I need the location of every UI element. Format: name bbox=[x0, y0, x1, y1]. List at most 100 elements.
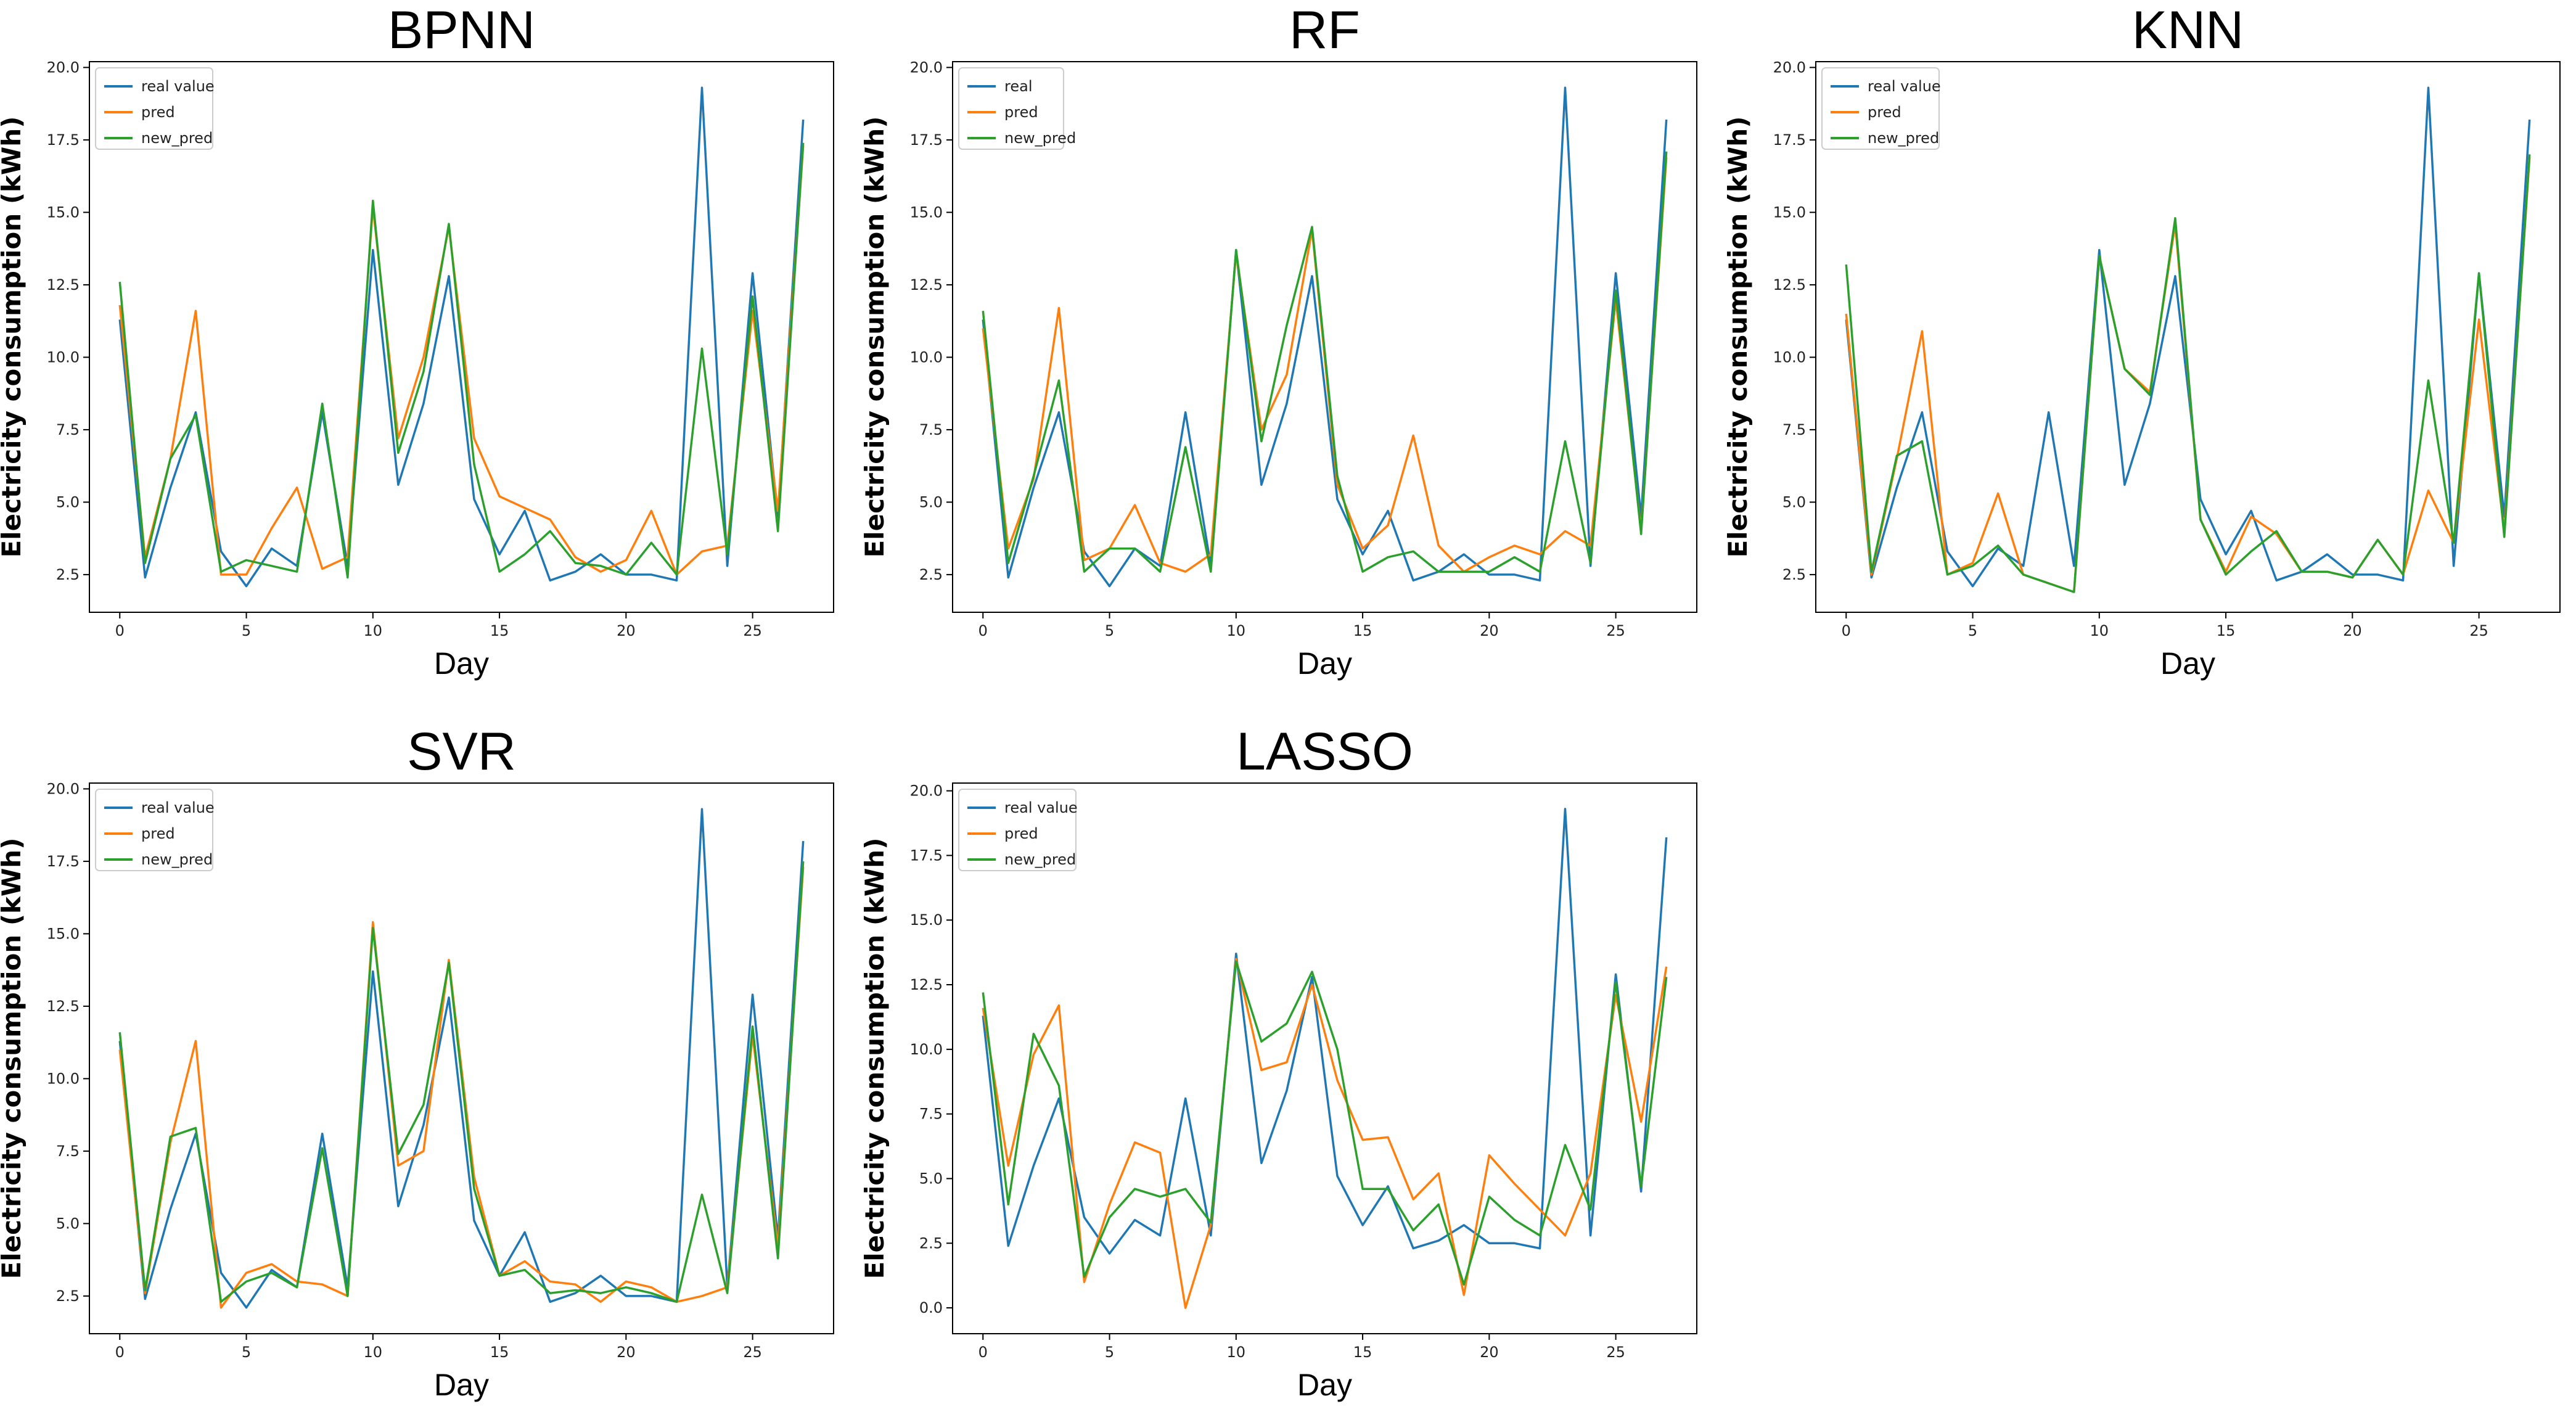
y-tick-label: 7.5 bbox=[919, 421, 943, 438]
legend-label: pred bbox=[141, 104, 175, 121]
legend-label: new_pred bbox=[1004, 129, 1076, 147]
plot-frame bbox=[89, 782, 834, 1334]
plot-frame bbox=[952, 61, 1697, 613]
y-tick-label: 5.0 bbox=[56, 1215, 80, 1232]
chart-title: RF bbox=[1289, 1, 1360, 60]
series-line-real-value bbox=[982, 808, 1668, 1255]
y-tick-label: 0.0 bbox=[919, 1299, 943, 1316]
series-line-pred bbox=[982, 157, 1668, 573]
legend-label: real bbox=[1004, 78, 1032, 95]
chart-title: LASSO bbox=[1236, 722, 1413, 781]
x-tick-label: 15 bbox=[1353, 1344, 1372, 1361]
series-line-real-value bbox=[1845, 86, 2531, 588]
y-tick-label: 2.5 bbox=[919, 566, 943, 583]
legend-label: real value bbox=[141, 78, 215, 95]
y-tick-label: 17.5 bbox=[910, 847, 943, 864]
chart-title: BPNN bbox=[388, 1, 535, 60]
y-tick-label: 15.0 bbox=[47, 203, 80, 221]
series-line-pred bbox=[118, 146, 805, 576]
chart-title: SVR bbox=[407, 722, 516, 781]
series-line-real-value bbox=[118, 808, 805, 1309]
x-tick-label: 0 bbox=[1842, 622, 1851, 639]
y-tick-label: 10.0 bbox=[1773, 348, 1806, 366]
x-tick-label: 25 bbox=[1606, 622, 1625, 639]
x-tick-label: 25 bbox=[743, 1344, 762, 1361]
plot-frame bbox=[89, 61, 834, 613]
legend-label: real value bbox=[1868, 78, 1941, 95]
y-tick-label: 10.0 bbox=[910, 1041, 943, 1058]
x-tick-label: 0 bbox=[115, 1344, 125, 1361]
y-tick-label: 15.0 bbox=[1773, 203, 1806, 221]
legend-label: new_pred bbox=[141, 851, 213, 868]
y-tick-label: 20.0 bbox=[910, 59, 943, 76]
series-line-new-pred bbox=[1845, 154, 2531, 593]
x-tick-label: 5 bbox=[1105, 622, 1114, 639]
y-tick-label: 5.0 bbox=[919, 493, 943, 511]
series-line-real bbox=[982, 86, 1668, 588]
chart-bpnn: BPNN 0 5 10 15 20 25 2.5 5.0 7.5 10.0 12.5 15.0 17.5 2… bbox=[0, 1, 834, 681]
series-line-pred bbox=[982, 958, 1668, 1309]
legend-label: new_pred bbox=[1868, 129, 1939, 147]
y-tick-label: 2.5 bbox=[56, 1287, 80, 1305]
legend-label: pred bbox=[1004, 825, 1038, 842]
y-tick-label: 2.5 bbox=[56, 566, 80, 583]
y-tick-label: 15.0 bbox=[47, 925, 80, 942]
x-tick-label: 20 bbox=[617, 622, 636, 639]
x-tick-label: 20 bbox=[1480, 1344, 1499, 1361]
x-tick-label: 5 bbox=[242, 622, 251, 639]
legend-label: real value bbox=[1004, 799, 1078, 816]
y-tick-label: 2.5 bbox=[1782, 566, 1806, 583]
x-tick-label: 15 bbox=[490, 622, 509, 639]
legend-label: new_pred bbox=[141, 129, 213, 147]
x-tick-label: 15 bbox=[1353, 622, 1372, 639]
x-tick-label: 20 bbox=[2343, 622, 2362, 639]
y-tick-label: 17.5 bbox=[47, 131, 80, 149]
chart-lasso: LASSO 0 5 10 15 20 25 0.0 2.5 5.0 7.5 10.0 12.5 15.0 1… bbox=[859, 722, 1697, 1402]
y-axis-label: Electricity consumption (kWh) bbox=[0, 117, 27, 558]
x-tick-label: 25 bbox=[1606, 1344, 1625, 1361]
x-tick-label: 0 bbox=[978, 622, 988, 639]
x-tick-label: 10 bbox=[364, 1344, 383, 1361]
x-tick-label: 20 bbox=[1480, 622, 1499, 639]
y-tick-label: 12.5 bbox=[1773, 276, 1806, 293]
y-tick-label: 17.5 bbox=[910, 131, 943, 149]
y-tick-label: 5.0 bbox=[1782, 493, 1806, 511]
x-tick-label: 0 bbox=[978, 1344, 988, 1361]
y-tick-label: 15.0 bbox=[910, 203, 943, 221]
y-tick-label: 12.5 bbox=[47, 998, 80, 1015]
y-tick-label: 7.5 bbox=[56, 1143, 80, 1160]
y-tick-label: 10.0 bbox=[47, 1070, 80, 1087]
y-tick-label: 15.0 bbox=[910, 911, 943, 929]
chart-knn: KNN 0 5 10 15 20 25 2.5 5.0 7.5 10.0 12.5 15.0 17.5 20… bbox=[1723, 1, 2561, 681]
x-tick-label: 10 bbox=[2090, 622, 2109, 639]
y-tick-label: 12.5 bbox=[910, 276, 943, 293]
y-tick-label: 7.5 bbox=[919, 1106, 943, 1123]
y-tick-label: 10.0 bbox=[910, 348, 943, 366]
x-tick-label: 15 bbox=[2217, 622, 2236, 639]
x-tick-label: 10 bbox=[1227, 622, 1246, 639]
y-tick-label: 7.5 bbox=[56, 421, 80, 438]
y-tick-label: 5.0 bbox=[919, 1170, 943, 1187]
series-line-new-pred bbox=[982, 151, 1668, 573]
y-tick-label: 12.5 bbox=[47, 276, 80, 293]
y-tick-label: 5.0 bbox=[56, 493, 80, 511]
y-tick-label: 20.0 bbox=[47, 780, 80, 797]
x-axis-label: Day bbox=[1297, 646, 1352, 681]
legend-label: pred bbox=[1004, 104, 1038, 121]
series-line-new-pred bbox=[118, 142, 805, 579]
plot-frame bbox=[952, 782, 1697, 1334]
series-line-pred bbox=[118, 867, 805, 1309]
x-tick-label: 0 bbox=[115, 622, 125, 639]
series-line-real-value bbox=[118, 86, 805, 588]
y-axis-label: Electricity consumption (kWh) bbox=[0, 838, 27, 1279]
y-tick-label: 17.5 bbox=[47, 853, 80, 870]
legend-label: pred bbox=[1868, 104, 1901, 121]
y-tick-label: 20.0 bbox=[1773, 59, 1806, 76]
y-axis-label: Electricity consumption (kWh) bbox=[859, 838, 890, 1279]
x-tick-label: 25 bbox=[743, 622, 762, 639]
x-axis-label: Day bbox=[434, 1368, 489, 1402]
y-axis-label: Electricity consumption (kWh) bbox=[1723, 117, 1753, 558]
y-tick-label: 2.5 bbox=[919, 1234, 943, 1252]
x-tick-label: 5 bbox=[1968, 622, 1977, 639]
